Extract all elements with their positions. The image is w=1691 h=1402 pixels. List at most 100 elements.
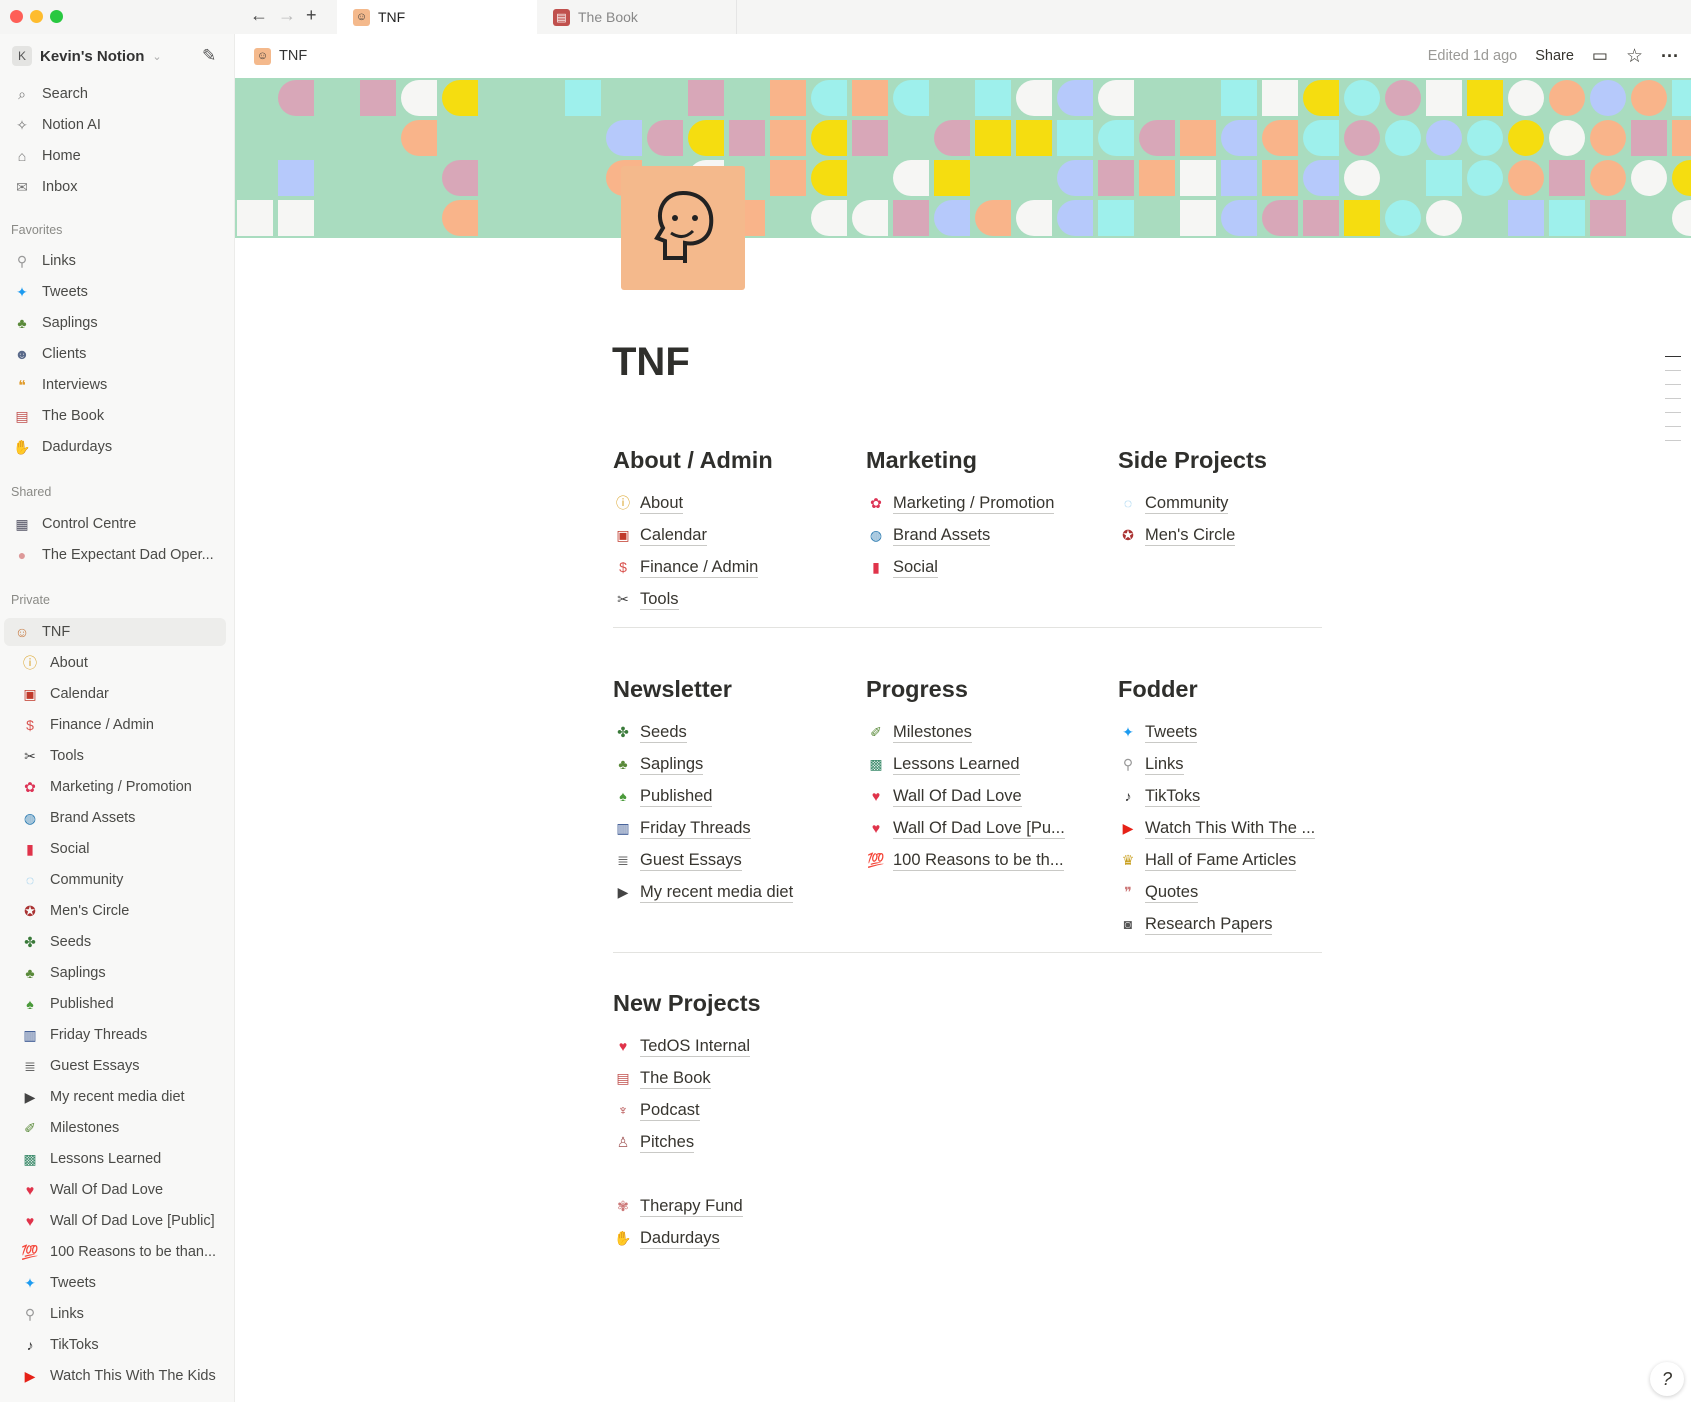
cover-shape — [1508, 120, 1544, 156]
sidebar-item-social[interactable]: ▮ Social — [0, 835, 234, 863]
forward-arrow-icon[interactable]: → — [278, 5, 296, 25]
tab-label: TNF — [378, 9, 406, 25]
sidebar-item-dadurdays[interactable]: ✋ Dadurdays — [0, 433, 234, 461]
page-link[interactable]: ♠ Published — [613, 780, 853, 812]
cover-image[interactable] — [235, 78, 1691, 238]
page-link[interactable]: ✋ Dadurdays — [613, 1222, 853, 1254]
sidebar-item-clients[interactable]: ☻ Clients — [0, 340, 234, 368]
sidebar-item-links[interactable]: ⚲ Links — [0, 1300, 234, 1328]
page-link[interactable]: ✪ Men's Circle — [1118, 519, 1358, 551]
sidebar-item-inbox[interactable]: ✉ Inbox — [0, 173, 234, 201]
page-icon[interactable] — [621, 166, 745, 290]
help-button[interactable]: ? — [1650, 1362, 1684, 1396]
page-link[interactable]: ▶ Watch This With The ... — [1118, 812, 1358, 844]
page-link[interactable]: ◍ Brand Assets — [866, 519, 1106, 551]
page-link[interactable]: ♆ Podcast — [613, 1094, 853, 1126]
new-page-icon[interactable]: ✎ — [202, 46, 217, 65]
sidebar-item-100-reasons-to-be-than-[interactable]: 💯 100 Reasons to be than... — [0, 1238, 234, 1266]
sidebar-item-marketing-promotion[interactable]: ✿ Marketing / Promotion — [0, 773, 234, 801]
sidebar-item-wall-of-dad-love[interactable]: ♥ Wall Of Dad Love — [0, 1176, 234, 1204]
back-arrow-icon[interactable]: ← — [250, 5, 268, 25]
close-window-button[interactable] — [10, 10, 23, 23]
sidebar-item-milestones[interactable]: ✐ Milestones — [0, 1114, 234, 1142]
section-marketing: Marketing ✿ Marketing / Promotion ◍ Brand As… — [866, 447, 1106, 583]
maximize-window-button[interactable] — [50, 10, 63, 23]
page-link[interactable]: ✂ Tools — [613, 583, 853, 615]
sidebar-item-links[interactable]: ⚲ Links — [0, 247, 234, 275]
page-link[interactable]: ✐ Milestones — [866, 716, 1106, 748]
star-icon[interactable]: ☆ — [1625, 45, 1644, 67]
more-icon[interactable]: ··· — [1661, 45, 1679, 66]
sidebar-item-control-centre[interactable]: ▦ Control Centre — [0, 510, 234, 538]
sidebar-item-my-recent-media-diet[interactable]: ▶ My recent media diet — [0, 1083, 234, 1111]
page-link-label: About — [640, 493, 684, 514]
workspace-switcher[interactable]: K Kevin's Notion ⌄ — [12, 46, 162, 66]
sidebar-item-finance-admin[interactable]: $ Finance / Admin — [0, 711, 234, 739]
page-link[interactable]: ❞ Quotes — [1118, 876, 1358, 908]
sidebar-item-search[interactable]: ⌕ Search — [0, 80, 234, 108]
sidebar-item-calendar[interactable]: ▣ Calendar — [0, 680, 234, 708]
page-link[interactable]: ♪ TikToks — [1118, 780, 1358, 812]
page-link[interactable]: ▩ Lessons Learned — [866, 748, 1106, 780]
breadcrumb[interactable]: ☺ TNF — [254, 47, 307, 65]
page-link[interactable]: ⓘ About — [613, 487, 853, 519]
page-link[interactable]: ◙ Research Papers — [1118, 908, 1358, 940]
sidebar-item-brand-assets[interactable]: ◍ Brand Assets — [0, 804, 234, 832]
sidebar-item-the-expectant-dad-oper-[interactable]: ● The Expectant Dad Oper... — [0, 541, 234, 569]
page-link[interactable]: ⚲ Links — [1118, 748, 1358, 780]
page-link[interactable]: ♛ Hall of Fame Articles — [1118, 844, 1358, 876]
sidebar-item-tools[interactable]: ✂ Tools — [0, 742, 234, 770]
page-link[interactable]: ♙ Pitches — [613, 1126, 853, 1158]
minimize-window-button[interactable] — [30, 10, 43, 23]
page-link[interactable]: ▶ My recent media diet — [613, 876, 853, 908]
sidebar-item-published[interactable]: ♠ Published — [0, 990, 234, 1018]
cover-shape — [319, 120, 355, 156]
sidebar-item-community[interactable]: ◌ Community — [0, 866, 234, 894]
sidebar-item-watch-this-with-the-kids[interactable]: ▶ Watch This With The Kids — [0, 1362, 234, 1390]
page-link[interactable]: ♥ TedOS Internal — [613, 1030, 853, 1062]
page-link[interactable]: ✦ Tweets — [1118, 716, 1358, 748]
page-link[interactable]: ▣ Calendar — [613, 519, 853, 551]
sidebar-item-wall-of-dad-love-public-[interactable]: ♥ Wall Of Dad Love [Public] — [0, 1207, 234, 1235]
page-link[interactable]: 💯 100 Reasons to be th... — [866, 844, 1106, 876]
sidebar-item-saplings[interactable]: ♣ Saplings — [0, 959, 234, 987]
sidebar-item-the-book[interactable]: ▤ The Book — [0, 402, 234, 430]
sidebar-item-friday-threads[interactable]: ▥ Friday Threads — [0, 1021, 234, 1049]
sidebar-item-seeds[interactable]: ✤ Seeds — [0, 928, 234, 956]
page-link[interactable]: ✿ Marketing / Promotion — [866, 487, 1106, 519]
page-link[interactable]: ▥ Friday Threads — [613, 812, 853, 844]
page-link[interactable]: ♣ Saplings — [613, 748, 853, 780]
cover-shape — [442, 200, 478, 236]
page-link[interactable]: ▮ Social — [866, 551, 1106, 583]
sidebar-item-interviews[interactable]: ❝ Interviews — [0, 371, 234, 399]
cover-shape — [1180, 160, 1216, 196]
sidebar-item-notion-ai[interactable]: ✧ Notion AI — [0, 111, 234, 139]
sidebar-item-about[interactable]: ⓘ About — [0, 649, 234, 677]
sidebar-item-lessons-learned[interactable]: ▩ Lessons Learned — [0, 1145, 234, 1173]
sidebar-item-label: Lessons Learned — [50, 1151, 162, 1167]
sidebar-item-home[interactable]: ⌂ Home — [0, 142, 234, 170]
page-link[interactable]: ✾ Therapy Fund — [613, 1190, 853, 1222]
page-link[interactable]: ▤ The Book — [613, 1062, 853, 1094]
sidebar-item-tweets[interactable]: ✦ Tweets — [0, 278, 234, 306]
page-link[interactable]: ◌ Community — [1118, 487, 1358, 519]
page-link[interactable]: ✤ Seeds — [613, 716, 853, 748]
cover-shape — [1467, 200, 1503, 236]
page-link[interactable]: ≣ Guest Essays — [613, 844, 853, 876]
share-button[interactable]: Share — [1535, 48, 1574, 64]
new-tab-plus-icon[interactable]: + — [306, 5, 317, 25]
page-link[interactable]: ♥ Wall Of Dad Love [Pu... — [866, 812, 1106, 844]
sidebar-item-tiktoks[interactable]: ♪ TikToks — [0, 1331, 234, 1359]
sidebar-item-tweets[interactable]: ✦ Tweets — [0, 1269, 234, 1297]
sidebar-item-saplings[interactable]: ♣ Saplings — [0, 309, 234, 337]
comment-icon[interactable]: ▭ — [1591, 46, 1608, 65]
sidebar-item-guest-essays[interactable]: ≣ Guest Essays — [0, 1052, 234, 1080]
heart-icon: ♥ — [25, 1182, 35, 1198]
tab-tnf[interactable]: ☺ TNF — [337, 0, 537, 34]
sidebar-item-men-s-circle[interactable]: ✪ Men's Circle — [0, 897, 234, 925]
page-link[interactable]: ♥ Wall Of Dad Love — [866, 780, 1106, 812]
sidebar-item-tnf[interactable]: ☺ TNF — [4, 618, 226, 646]
cover-shape — [770, 200, 806, 236]
page-link[interactable]: $ Finance / Admin — [613, 551, 853, 583]
tab-the-book[interactable]: ▤ The Book — [537, 0, 737, 34]
